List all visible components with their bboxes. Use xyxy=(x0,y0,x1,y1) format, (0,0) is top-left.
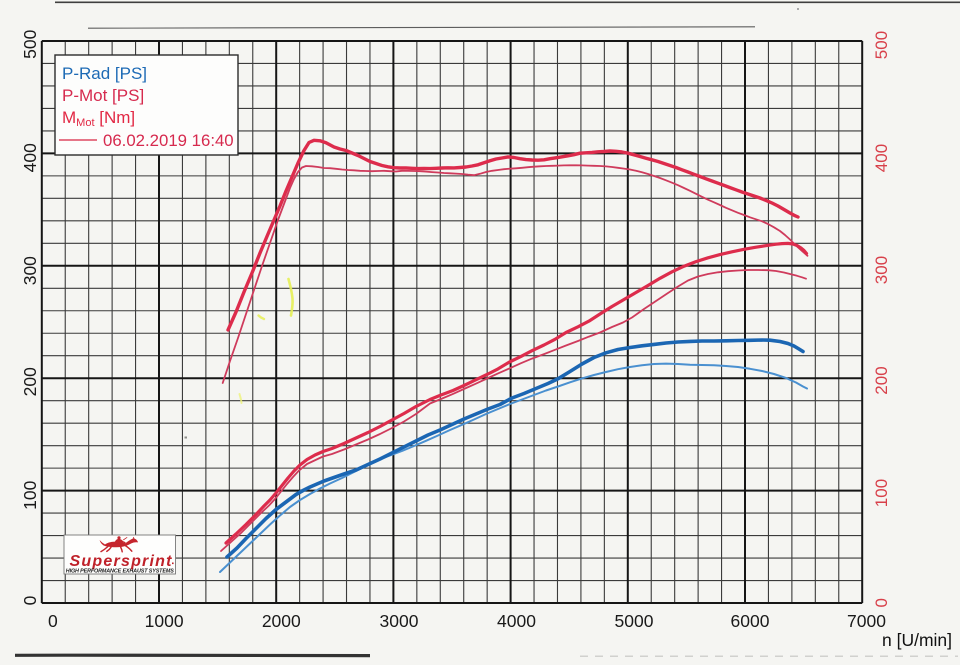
svg-text:P-Mot [PS]: P-Mot [PS] xyxy=(62,86,144,105)
svg-text:0: 0 xyxy=(872,598,891,607)
svg-text:400: 400 xyxy=(20,143,40,172)
svg-text:200: 200 xyxy=(872,366,891,394)
svg-text:5000: 5000 xyxy=(615,611,654,631)
svg-text:2000: 2000 xyxy=(262,611,301,631)
svg-text:4000: 4000 xyxy=(497,611,536,631)
svg-text:Supersprint: Supersprint xyxy=(70,553,173,570)
svg-text:HIGH PERFORMANCE EXHAUST SYSTE: HIGH PERFORMANCE EXHAUST SYSTEMS xyxy=(66,569,174,575)
svg-text:0: 0 xyxy=(20,595,40,605)
svg-text:400: 400 xyxy=(872,144,891,172)
svg-text:300: 300 xyxy=(20,256,40,285)
svg-text:100: 100 xyxy=(872,479,891,507)
svg-text:0: 0 xyxy=(48,611,58,631)
svg-text:300: 300 xyxy=(872,256,891,284)
svg-text:06.02.2019 16:40: 06.02.2019 16:40 xyxy=(103,131,234,150)
svg-text:100: 100 xyxy=(20,480,40,509)
svg-text:n [U/min]: n [U/min] xyxy=(882,630,952,650)
svg-text:3000: 3000 xyxy=(380,611,419,631)
svg-text:6000: 6000 xyxy=(731,611,770,631)
svg-text:500: 500 xyxy=(872,31,891,59)
svg-text:1000: 1000 xyxy=(145,611,184,631)
svg-text:500: 500 xyxy=(20,29,40,58)
svg-text:P-Rad [PS]: P-Rad [PS] xyxy=(62,64,147,83)
svg-text:MMot [Nm]: MMot [Nm] xyxy=(62,108,135,129)
svg-text:7000: 7000 xyxy=(847,611,886,631)
svg-text:200: 200 xyxy=(20,367,40,396)
